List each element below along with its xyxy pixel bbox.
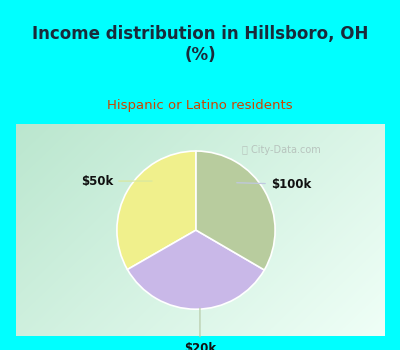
Wedge shape	[128, 230, 264, 309]
Wedge shape	[196, 151, 275, 270]
Text: $50k: $50k	[81, 175, 152, 188]
Wedge shape	[117, 151, 196, 270]
Text: $100k: $100k	[237, 178, 311, 191]
Text: Hispanic or Latino residents: Hispanic or Latino residents	[107, 99, 293, 112]
Text: Income distribution in Hillsboro, OH
(%): Income distribution in Hillsboro, OH (%)	[32, 25, 368, 64]
Text: $20k: $20k	[184, 308, 216, 350]
Text: ⓘ City-Data.com: ⓘ City-Data.com	[242, 145, 320, 155]
